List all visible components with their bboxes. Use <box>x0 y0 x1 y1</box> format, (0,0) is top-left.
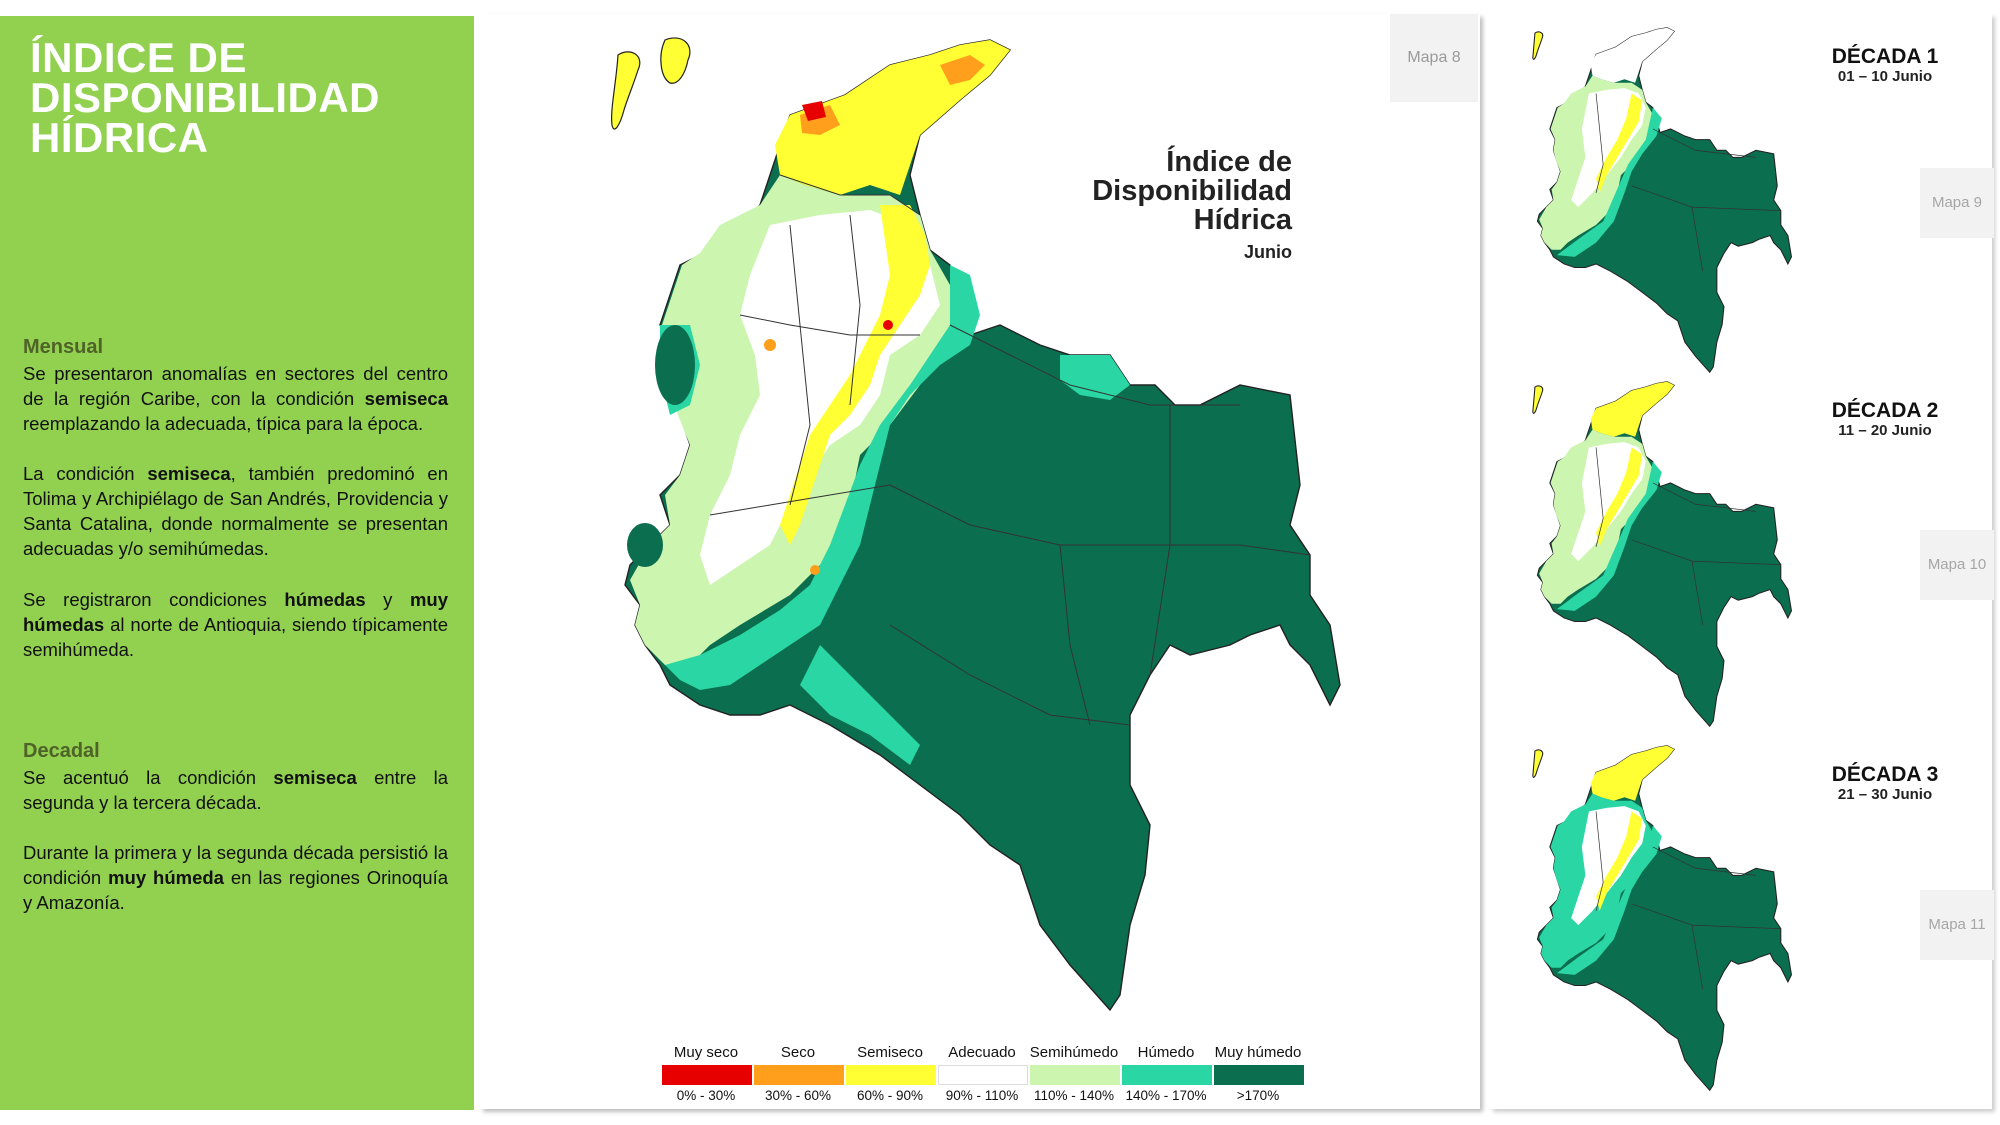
emphasis-text: muy húmeda <box>108 867 224 888</box>
legend-swatch <box>846 1065 936 1085</box>
map-tab-11[interactable]: Mapa 11 <box>1920 890 1994 960</box>
department-boundaries <box>709 174 1311 726</box>
very-dry-dot <box>883 320 893 330</box>
adequate-zone <box>700 210 940 585</box>
providencia-island <box>660 37 691 84</box>
legend-label: Semiseco <box>857 1044 923 1061</box>
humid-band <box>665 265 980 690</box>
legend-range: 110% - 140% <box>1033 1088 1115 1103</box>
main-map-title-line: Disponibilidad <box>1092 175 1292 207</box>
legend-range: 90% - 110% <box>945 1088 1019 1103</box>
legend-range: 0% - 30% <box>676 1088 736 1103</box>
dry-dot <box>810 565 820 575</box>
info-panel <box>0 16 474 1110</box>
very-humid-spot-southwest <box>627 523 663 567</box>
legend-range: 140% - 170% <box>1125 1088 1207 1103</box>
mensual-paragraph-1: Se presentaron anomalías en sectores del… <box>23 363 448 434</box>
san-andres-island <box>611 51 641 130</box>
panel-title-line: ÍNDICE DE <box>30 34 247 81</box>
dry-dot <box>764 339 776 351</box>
map-tab-10[interactable]: Mapa 10 <box>1920 530 1994 600</box>
main-map-subtitle: Junio <box>1244 242 1292 262</box>
emphasis-text: húmedas <box>284 589 366 610</box>
decade-title: DÉCADA 3 <box>1831 763 1939 786</box>
legend-label: Seco <box>780 1044 816 1061</box>
decade-map-3 <box>1532 745 1793 1092</box>
decade-map-1 <box>1532 27 1793 374</box>
legend-swatch <box>1122 1065 1212 1085</box>
legend-swatch <box>1214 1065 1304 1085</box>
decade-title: DÉCADA 1 <box>1831 45 1939 68</box>
legend-swatch <box>662 1065 752 1085</box>
legend-range: 30% - 60% <box>764 1088 832 1103</box>
legend-swatch <box>1030 1065 1120 1085</box>
main-map-title-line: Índice de <box>1166 146 1292 178</box>
decade-title: DÉCADA 2 <box>1831 399 1939 422</box>
main-water-index-map <box>611 37 1341 1012</box>
legend-label: Muy húmedo <box>1214 1044 1302 1061</box>
legend-range: >170% <box>1236 1088 1280 1103</box>
emphasis-text: semiseca <box>273 767 357 788</box>
humid-patch-east <box>1060 355 1130 400</box>
panel-title-line: DISPONIBILIDAD <box>30 74 381 121</box>
semidry-andes <box>780 205 930 545</box>
legend-label: Muy seco <box>673 1044 739 1061</box>
emphasis-text: muy húmedas <box>23 589 448 635</box>
panel-title-line: HÍDRICA <box>30 114 209 161</box>
emphasis-text: semiseca <box>147 463 231 484</box>
legend-label: Semihúmedo <box>1029 1044 1119 1061</box>
emphasis-text: semiseca <box>364 388 448 409</box>
decade-map-2 <box>1532 381 1793 728</box>
dry-spot-guajira <box>940 55 985 85</box>
very-humid-spot-west <box>655 325 695 405</box>
legend-swatch <box>754 1065 844 1085</box>
decadal-paragraph-2: Durante la primera y la segunda década p… <box>23 842 449 913</box>
map-tab-8[interactable]: Mapa 8 <box>1390 14 1478 102</box>
legend-swatch <box>938 1065 1028 1085</box>
panel-title: ÍNDICE DE DISPONIBILIDAD HÍDRICA <box>30 34 450 161</box>
legend-label: Húmedo <box>1137 1044 1195 1061</box>
map-legend: Muy seco 0% - 30% Seco 30% - 60% Semiseco 60%… <box>660 1044 1305 1103</box>
decade-dates: 01 – 10 Junio <box>1837 68 1933 85</box>
decade-dates: 11 – 20 Junio <box>1838 422 1932 439</box>
mensual-heading: Mensual <box>23 336 104 358</box>
main-map-title-line: Hídrica <box>1193 204 1292 236</box>
decadal-paragraph-1: Se acentuó la condición semiseca entre l… <box>23 767 448 813</box>
humid-patch-south <box>800 645 920 765</box>
mensual-paragraph-3: Se registraron condiciones húmedas y muy… <box>23 589 448 660</box>
legend-range: 60% - 90% <box>856 1088 924 1103</box>
main-map-title: Índice de Disponibilidad Hídrica <box>1040 148 1292 235</box>
legend-label: Adecuado <box>948 1044 1016 1061</box>
decade-dates: 21 – 30 Junio <box>1837 786 1933 803</box>
mensual-paragraph-2: La condición semiseca, también predominó… <box>23 463 448 559</box>
map-tab-9[interactable]: Mapa 9 <box>1920 168 1994 238</box>
very-dry-spot <box>802 101 826 121</box>
decadal-heading: Decadal <box>23 740 100 762</box>
